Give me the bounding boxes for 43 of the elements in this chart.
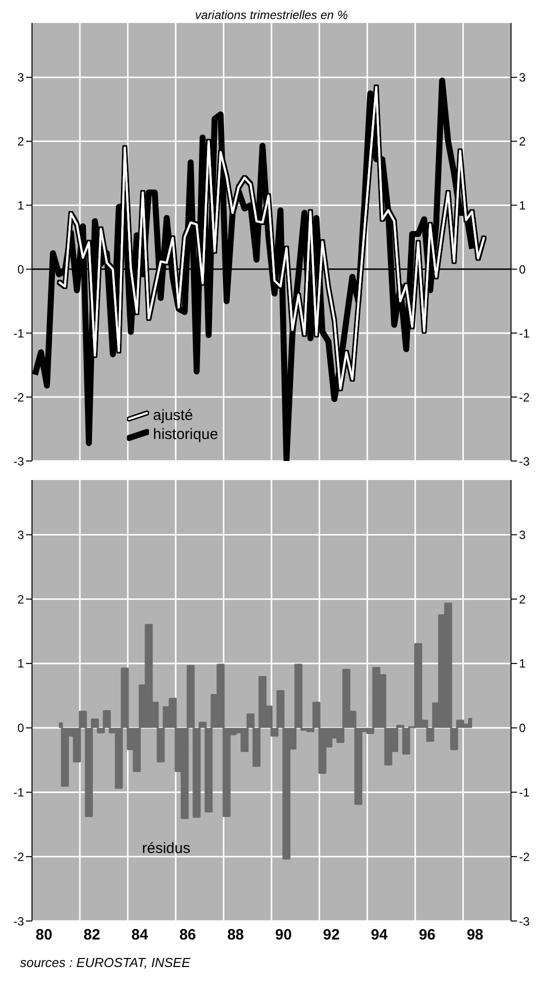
x-tick-label: 96 (418, 926, 436, 944)
x-tick-label: 90 (275, 926, 292, 944)
y2-tick-label: -2 (519, 850, 530, 864)
y2-tick-label: 2 (519, 592, 526, 606)
chart-title: variations trimestrielles en % (194, 8, 349, 23)
y-tick-label: -3 (13, 914, 24, 928)
y-tick-label: 1 (17, 198, 24, 212)
x-tick-label: 86 (179, 926, 196, 944)
y2-tick-label: -2 (519, 390, 530, 404)
y-tick-label: 3 (17, 528, 24, 542)
x-tick-label: 80 (36, 926, 52, 944)
y2-tick-label: 3 (519, 528, 526, 542)
x-tick-label: 98 (466, 926, 484, 944)
legend-label: historique (153, 425, 218, 444)
y-tick-label: -1 (13, 326, 24, 340)
x-tick-label: 94 (370, 926, 388, 944)
y2-tick-label: -1 (519, 326, 530, 340)
x-tick-label: 92 (323, 926, 340, 944)
x-tick-label: 88 (227, 926, 244, 944)
y-tick-label: 2 (17, 134, 24, 149)
legend-label: ajusté (153, 406, 194, 426)
y-tick-label: 3 (17, 70, 24, 85)
y2-tick-label: 3 (519, 70, 526, 85)
y-tick-label: 1 (17, 656, 24, 671)
y2-tick-label: 0 (519, 721, 526, 736)
series-label: résidus (142, 840, 190, 857)
y-tick-label: -1 (13, 786, 24, 800)
y-tick-label: 0 (17, 721, 24, 736)
x-tick-label: 82 (84, 926, 100, 944)
y2-tick-label: 2 (519, 134, 526, 149)
y2-tick-label: 1 (519, 198, 526, 212)
y-tick-label: -3 (13, 454, 24, 468)
y2-tick-label: 1 (519, 656, 526, 671)
y-tick-label: -2 (13, 390, 24, 404)
y2-tick-label: -1 (519, 786, 530, 800)
y-tick-label: 0 (17, 262, 24, 276)
source-note: sources : EUROSTAT, INSEE (19, 955, 192, 970)
y-tick-label: -2 (13, 850, 24, 864)
y-tick-label: 2 (17, 592, 24, 606)
y2-tick-label: -3 (519, 914, 530, 928)
y2-tick-label: -3 (519, 454, 530, 468)
y2-tick-label: 0 (519, 262, 526, 276)
x-tick-label: 84 (131, 926, 149, 944)
